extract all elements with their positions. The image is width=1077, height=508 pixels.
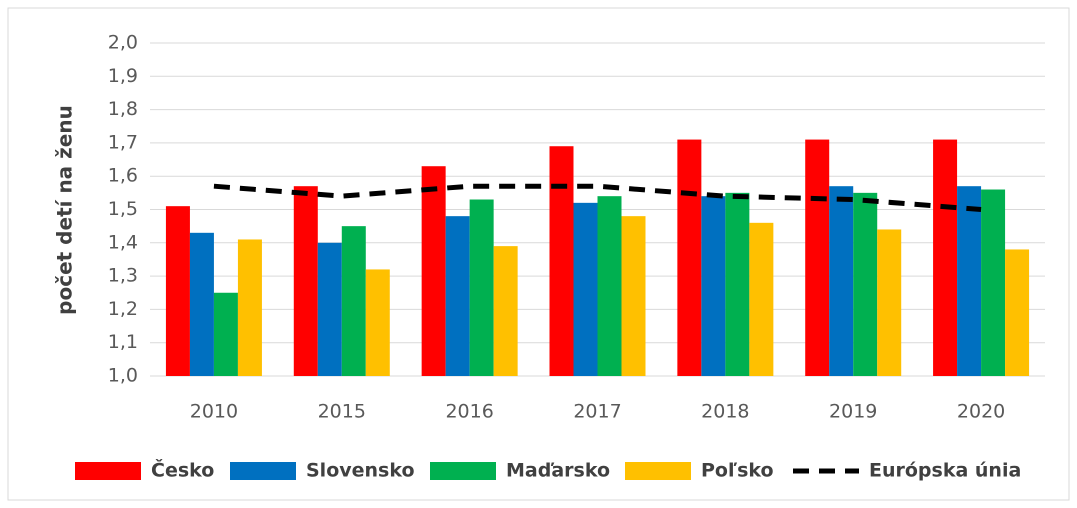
bar — [725, 192, 750, 376]
bar — [365, 269, 390, 376]
bar — [749, 222, 774, 376]
y-tick-label: 1,5 — [108, 198, 138, 220]
bar — [165, 206, 190, 376]
x-tick-label: 2018 — [701, 401, 749, 423]
legend-label: Poľsko — [701, 460, 774, 482]
legend-swatch — [75, 462, 141, 480]
y-tick-label: 1,9 — [108, 65, 138, 87]
x-tick-label: 2017 — [573, 401, 621, 423]
y-axis-title: počet detí na ženu — [53, 105, 77, 315]
bar — [341, 226, 366, 376]
legend-swatch — [230, 462, 296, 480]
legend-swatch — [625, 462, 691, 480]
bar — [957, 186, 982, 376]
bar — [805, 139, 830, 376]
x-tick-label: 2019 — [829, 401, 877, 423]
bar — [469, 199, 494, 376]
y-tick-label: 1,2 — [108, 298, 138, 320]
bar — [213, 292, 238, 376]
bar — [189, 232, 214, 376]
bar — [237, 239, 262, 376]
x-tick-label: 2020 — [957, 401, 1005, 423]
bar — [317, 242, 342, 376]
bar — [853, 192, 878, 376]
bar — [549, 146, 574, 376]
bar — [573, 202, 598, 376]
bar — [1005, 249, 1030, 376]
legend-label: Česko — [151, 458, 214, 482]
y-tick-label: 1,1 — [108, 331, 138, 353]
x-tick-label: 2010 — [190, 401, 238, 423]
bar — [445, 216, 470, 376]
bar — [829, 186, 854, 376]
bar — [677, 139, 702, 376]
y-tick-label: 1,7 — [108, 131, 138, 153]
legend-label: Európska únia — [869, 460, 1021, 482]
y-tick-label: 1,3 — [108, 265, 138, 287]
bar — [597, 196, 622, 376]
x-tick-label: 2016 — [445, 401, 493, 423]
y-tick-label: 1,0 — [108, 365, 138, 387]
bar — [701, 196, 726, 376]
y-tick-label: 2,0 — [108, 32, 138, 54]
y-tick-label: 1,8 — [108, 98, 138, 120]
bar — [421, 166, 446, 376]
bar — [493, 246, 518, 376]
bar — [293, 186, 318, 376]
y-tick-label: 1,4 — [108, 231, 138, 253]
bar — [877, 229, 902, 376]
x-tick-label: 2015 — [318, 401, 366, 423]
legend-label: Slovensko — [306, 460, 415, 482]
y-tick-label: 1,6 — [108, 165, 138, 187]
bar — [981, 189, 1006, 376]
legend-swatch — [430, 462, 496, 480]
bar — [621, 216, 646, 376]
legend-label: Maďarsko — [506, 460, 610, 482]
bar — [933, 139, 958, 376]
